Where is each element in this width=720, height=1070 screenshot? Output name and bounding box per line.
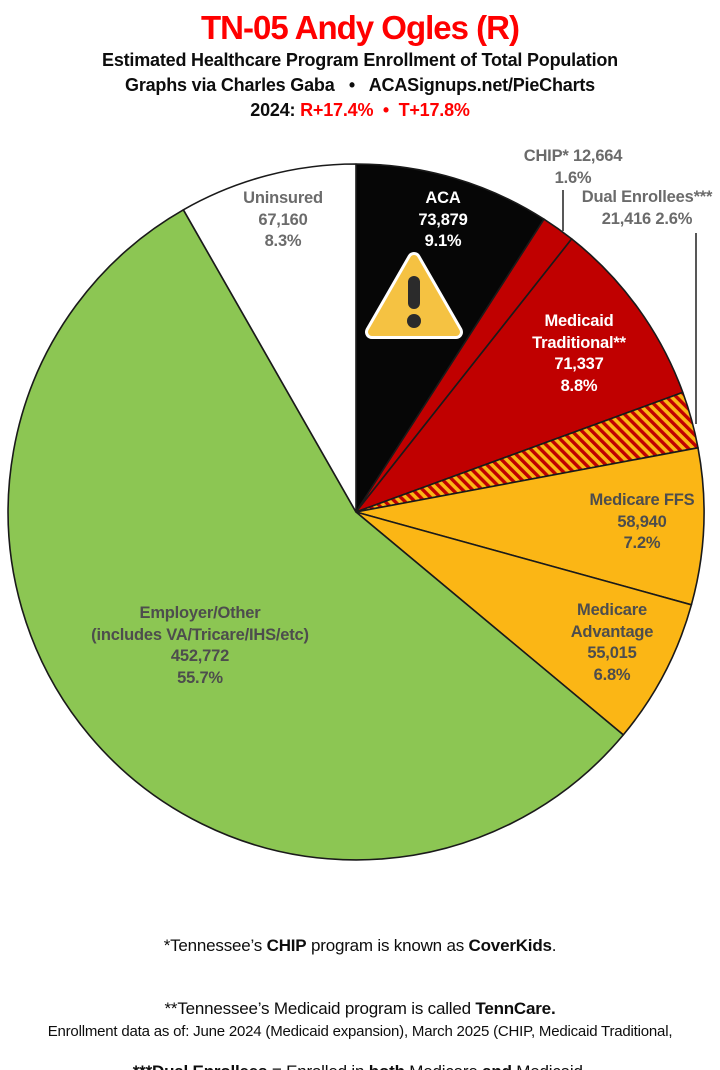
pie-slice-medicaid-traditional [355,238,684,513]
uninsured-slice-label: Uninsured 67,160 8.3% [243,188,323,253]
ffs-pct: 7.2% [623,534,661,552]
uninsured-pct: 8.3% [264,232,302,250]
aca-slice-label: ACA 73,879 9.1% [418,188,467,253]
pie-slice-uninsured [182,163,357,513]
pie-slice-medicare-advantage [355,511,693,736]
employer-name-2: (includes VA/Tricare/IHS/etc) [91,625,309,644]
uninsured-name: Uninsured [243,189,323,207]
uninsured-count: 67,160 [258,210,308,229]
t-lean-value: T+17.8% [398,100,470,120]
pie-slice-medicare-ffs [355,447,705,606]
employer-count: 452,772 [170,647,230,665]
aca-name: ACA [425,189,461,207]
footnote-medicaid: **Tennessee’s Medicaid program is called… [164,999,556,1018]
lean-separator: • [373,100,399,120]
aca-pct: 9.1% [424,232,462,250]
warning-icon [365,252,463,339]
medicaid-slice-label: Medicaid Traditional** 71,337 8.8% [532,311,626,397]
employer-slice-label: Employer/Other (includes VA/Tricare/IHS/… [91,603,309,689]
employer-pct: 55.7% [177,668,223,687]
medicaid-name-2: Traditional** [532,333,626,352]
footnotes: *Tennessee’s CHIP program is known as Co… [0,893,720,1070]
dual-enrollees-slice-label: Dual Enrollees*** 21,416 2.6% [582,187,713,230]
aca-count: 73,879 [418,210,468,229]
advantage-name-2: Advantage [570,622,654,641]
r-lean-value: R+17.4% [300,100,374,120]
medicare-ffs-slice-label: Medicare FFS 58,940 7.2% [590,490,695,555]
dual-name: Dual Enrollees*** [581,188,713,206]
data-sources: Enrollment data as of: June 2024 (Medica… [0,982,720,1070]
subtitle: Estimated Healthcare Program Enrollment … [102,50,618,70]
warning-icon-exclamation-dot [407,314,421,328]
warning-icon-exclamation-bar [408,276,420,309]
medicare-advantage-slice-label: Medicare Advantage 55,015 6.8% [571,600,654,686]
advantage-count: 55,015 [587,644,637,662]
medicaid-pct: 8.8% [560,376,598,395]
footnote-dual: ***Dual Enrollees = Enrolled in both Med… [0,1061,720,1070]
credit-line: Graphs via Charles Gaba • ACASignups.net… [125,75,595,95]
employer-name-1: Employer/Other [139,604,261,622]
ffs-count: 58,940 [617,512,667,531]
ffs-name: Medicare FFS [589,491,695,509]
chip-slice-label: CHIP* 12,664 1.6% [524,146,623,189]
partisan-lean-line: 2024: R+17.4% • T+17.8% [0,100,720,121]
chip-pct: 1.6% [554,168,592,187]
pie-slice-employer-other [7,209,625,861]
medicaid-name-1: Medicaid [544,312,614,330]
page-title: TN-05 Andy Ogles (R) [201,9,520,46]
advantage-pct: 6.8% [593,665,631,684]
dual-count-pct: 21,416 2.6% [601,209,693,228]
year-prefix: 2024: [250,100,301,120]
footnote-chip: *Tennessee’s CHIP program is known as Co… [163,936,557,955]
source-line: Enrollment data as of: June 2024 (Medica… [47,1023,673,1040]
advantage-name-1: Medicare [577,601,647,619]
medicaid-count: 71,337 [554,355,604,373]
chip-name-count: CHIP* 12,664 [523,147,623,165]
